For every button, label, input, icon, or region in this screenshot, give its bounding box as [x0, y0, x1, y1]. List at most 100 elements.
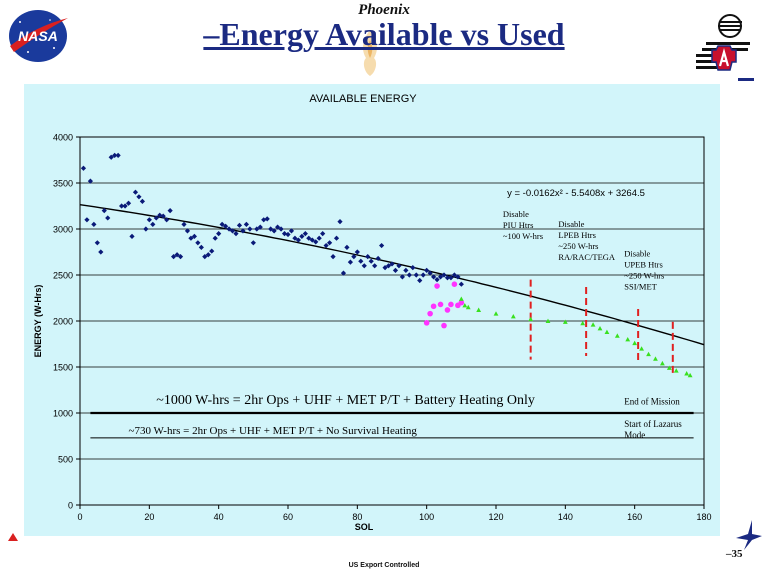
- data-point: [108, 154, 114, 160]
- y-tick-label: 500: [58, 455, 73, 465]
- data-point: [295, 237, 301, 243]
- data-point: [427, 310, 433, 317]
- data-point: [687, 372, 693, 378]
- event-label: SSI/MET: [624, 282, 657, 292]
- event-label: Disable: [558, 219, 584, 229]
- data-point: [625, 337, 631, 342]
- data-point: [396, 263, 402, 269]
- nasa-logo-swoosh: [10, 18, 68, 52]
- event-label: ~250 W-hrs: [624, 271, 664, 281]
- y-axis-label: ENERGY (W-Hrs): [33, 285, 43, 358]
- data-point: [306, 235, 312, 241]
- data-point: [136, 194, 142, 200]
- event-label: RA/RAC/TEGA: [558, 252, 616, 262]
- data-point: [299, 233, 305, 239]
- nasa-logo-text: NASA: [18, 28, 58, 44]
- data-point: [125, 200, 132, 206]
- data-point: [219, 221, 225, 227]
- data-point: [660, 360, 665, 366]
- phoenix-bird-icon: [363, 30, 377, 76]
- data-point: [653, 356, 658, 361]
- y-tick-label: 3500: [53, 179, 73, 189]
- data-point: [580, 320, 586, 326]
- event-label: Disable: [624, 249, 650, 259]
- threshold-label: ~1000 W-hrs = 2hr Ops + UHF + MET P/T + …: [156, 393, 535, 408]
- x-tick-label: 20: [144, 512, 154, 522]
- data-point: [458, 281, 464, 287]
- data-point: [191, 233, 197, 239]
- data-point: [444, 275, 451, 281]
- data-point: [434, 283, 440, 289]
- data-point: [216, 231, 222, 237]
- data-point: [115, 152, 121, 158]
- event-label: Disable: [503, 209, 529, 219]
- mission-name: Phoenix: [358, 2, 410, 18]
- data-point: [257, 224, 263, 230]
- data-point: [119, 203, 125, 209]
- data-point: [146, 217, 152, 223]
- event-label: LPEB Htrs: [558, 230, 596, 240]
- red-marker-icon: [8, 533, 18, 541]
- data-point: [368, 258, 374, 264]
- data-point: [465, 304, 471, 310]
- data-point: [205, 252, 211, 258]
- y-axis-ticks: 0 500 1000 1500 2000 2500 3000 3500 4000: [53, 133, 80, 511]
- data-point: [632, 340, 638, 346]
- data-point: [379, 242, 385, 249]
- data-point: [448, 275, 454, 281]
- data-point: [174, 252, 180, 258]
- data-point: [160, 213, 166, 219]
- data-point: [167, 208, 173, 214]
- data-point: [372, 263, 378, 269]
- data-point: [184, 228, 191, 234]
- data-point: [337, 219, 343, 225]
- y-tick-label: 1500: [53, 363, 73, 373]
- data-point: [455, 274, 461, 280]
- export-notice: US Export Controlled: [348, 562, 420, 569]
- slide-title: –Energy Available vs Used: [0, 16, 768, 53]
- data-point: [247, 226, 253, 232]
- chart-background: [24, 84, 720, 536]
- lockheed-star-icon: [736, 520, 762, 550]
- series-recent-measured-energy: [423, 281, 465, 329]
- event-label: ~100 W-hrs: [503, 231, 543, 241]
- data-point: [562, 319, 568, 324]
- y-tick-label: 2500: [53, 271, 73, 281]
- x-tick-label: 80: [352, 512, 362, 522]
- data-point: [347, 259, 353, 265]
- energy-chart: AVAILABLE ENERGY 05001000150020002500300…: [33, 93, 712, 532]
- x-tick-label: 180: [696, 512, 711, 522]
- data-point: [98, 249, 104, 255]
- slide-title-text: –Energy Available vs Used: [203, 16, 565, 52]
- data-point: [444, 307, 451, 313]
- data-point: [288, 228, 295, 234]
- data-point: [320, 231, 326, 237]
- university-logo: [696, 14, 750, 71]
- data-point: [313, 239, 319, 245]
- data-point: [122, 203, 128, 209]
- data-point: [105, 215, 111, 221]
- event-label: PIU Htrs: [503, 220, 533, 230]
- data-point: [91, 221, 97, 227]
- data-point: [226, 226, 232, 232]
- data-point: [87, 178, 93, 184]
- data-point: [243, 221, 249, 227]
- data-point: [441, 322, 447, 329]
- y-tick-label: 0: [68, 501, 73, 511]
- data-point: [344, 244, 350, 250]
- x-axis-ticks: 0 20 40 60 80 100 120 140 160 180: [77, 505, 712, 522]
- series-predicted-energy: [458, 296, 693, 378]
- data-point: [181, 221, 187, 227]
- data-point: [229, 228, 236, 234]
- data-point: [673, 368, 679, 373]
- data-point: [614, 333, 620, 338]
- data-point: [604, 329, 610, 335]
- data-point: [233, 231, 239, 237]
- data-point: [646, 351, 651, 357]
- data-point: [327, 240, 333, 246]
- data-point: [417, 277, 423, 284]
- data-point: [309, 237, 315, 243]
- data-series: [80, 152, 693, 378]
- page-number: –35: [726, 548, 743, 560]
- data-point: [240, 228, 246, 234]
